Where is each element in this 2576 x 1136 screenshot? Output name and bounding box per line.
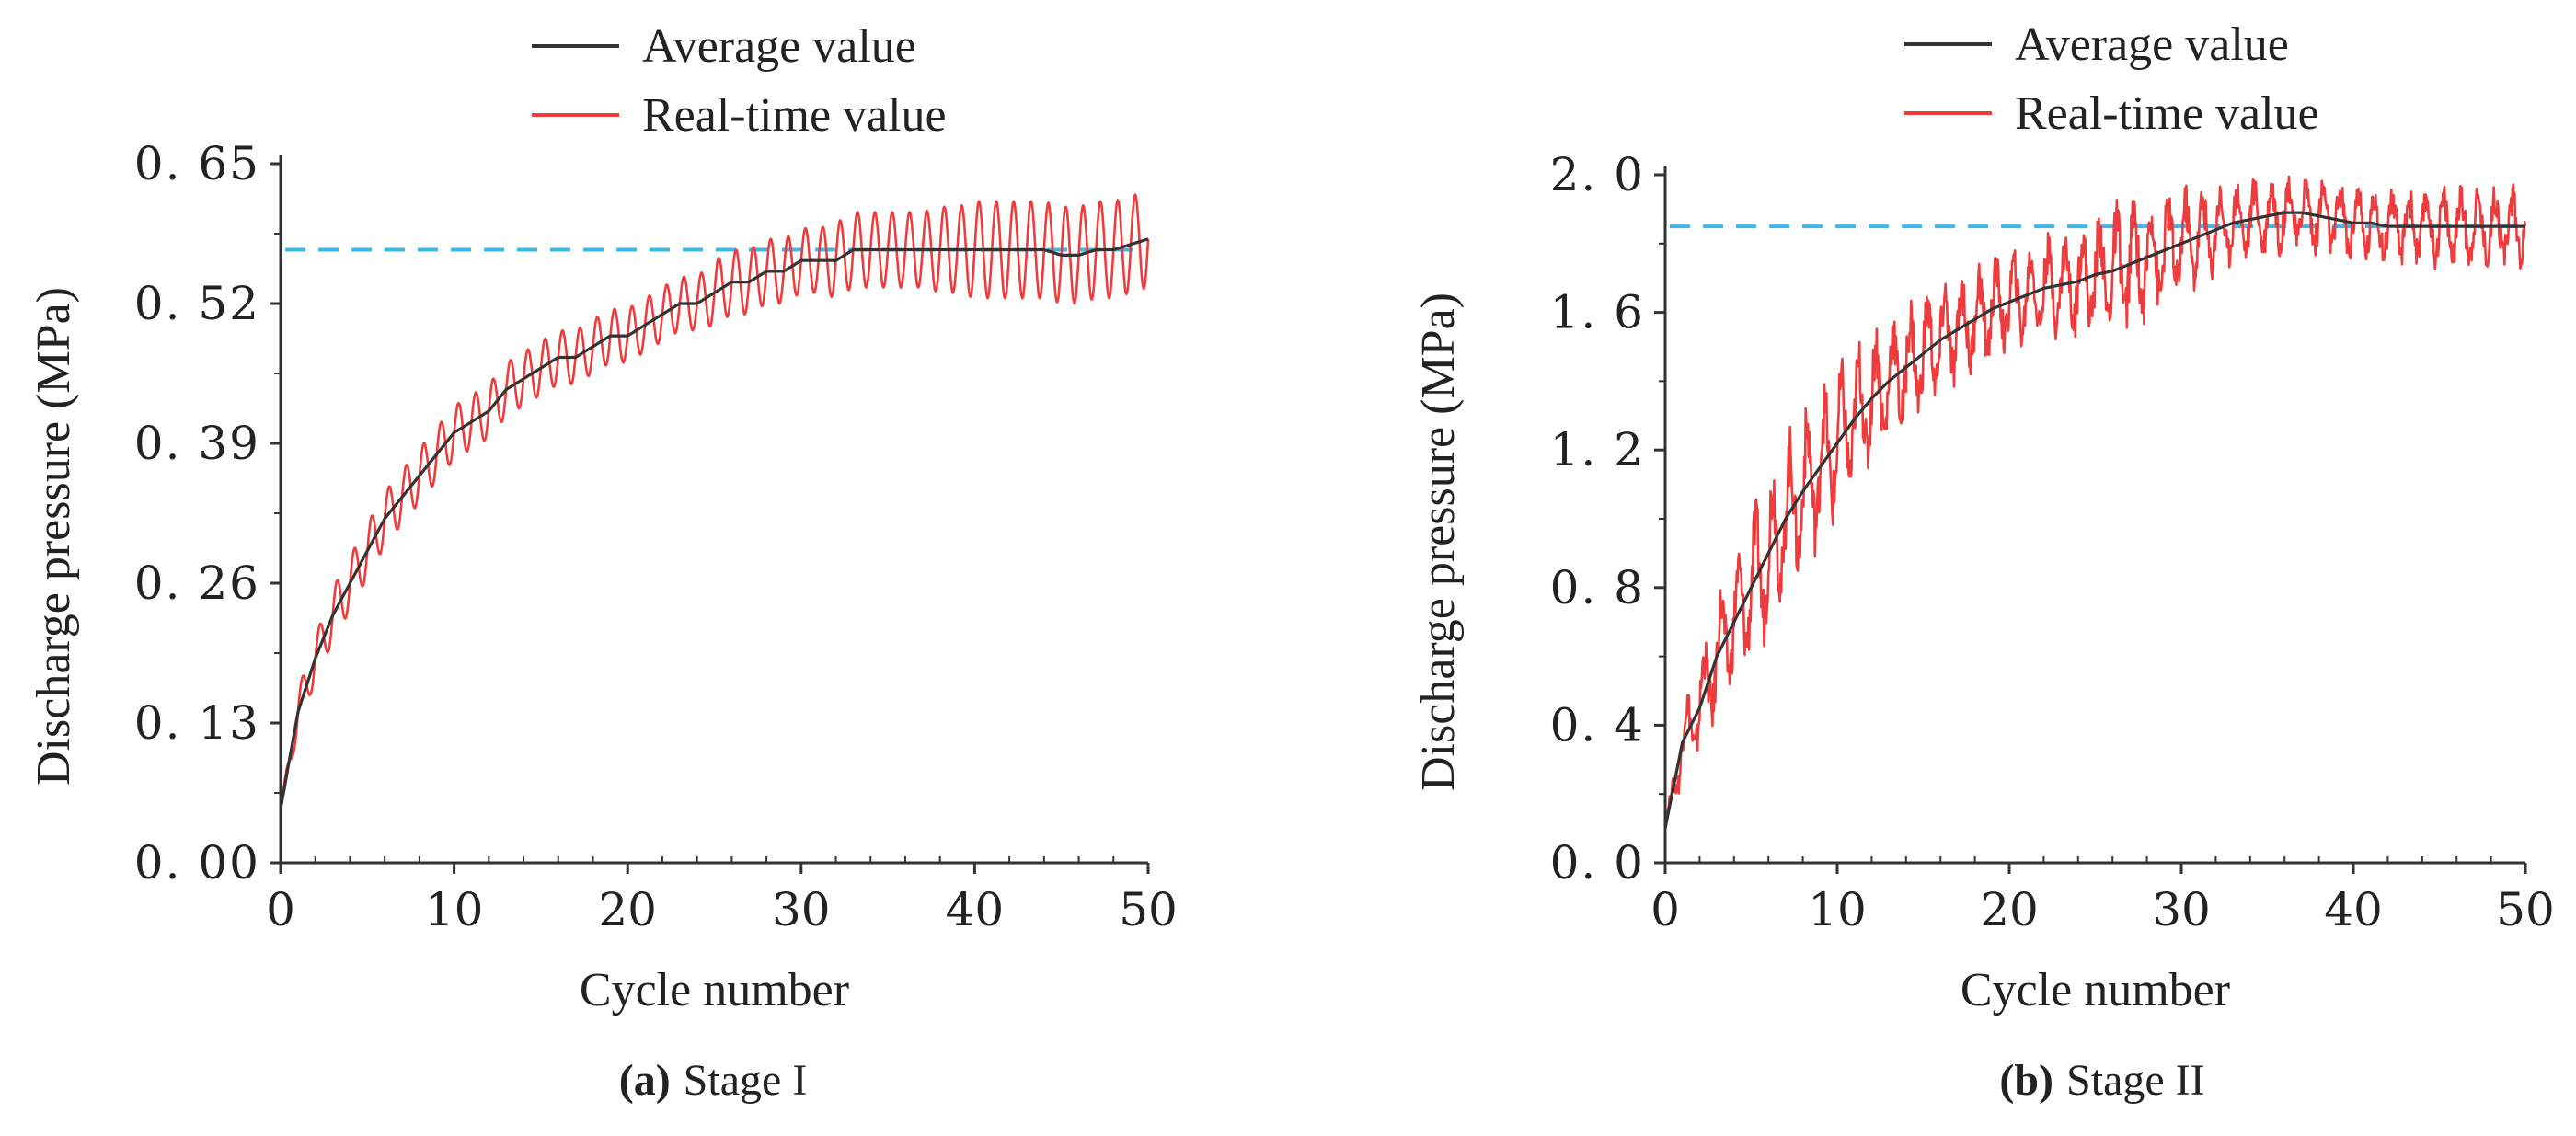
y-axis-label: Discharge pressure (MPa) <box>28 287 80 786</box>
legend-label: Real-time value <box>2015 87 2319 140</box>
y-tick-label: 0. 00 <box>134 836 260 889</box>
x-axis-label: Cycle number <box>580 964 849 1016</box>
y-tick-label: 0. 8 <box>1550 561 1645 614</box>
caption-label: (a) <box>619 1056 671 1105</box>
x-axis-label: Cycle number <box>1961 964 2230 1016</box>
y-tick-label: 0. 65 <box>134 137 260 190</box>
x-tick-label: 40 <box>946 883 1005 936</box>
legend-label: Average value <box>2015 18 2289 71</box>
panel-caption: (b) Stage II <box>1999 1056 2204 1105</box>
series-real-time-line <box>1663 175 2527 829</box>
panel-caption: (a) Stage I <box>619 1056 808 1105</box>
x-tick-label: 10 <box>1808 883 1867 936</box>
x-tick-label: 40 <box>2324 883 2383 936</box>
y-tick-label: 0. 39 <box>134 417 260 470</box>
y-tick-label: 0. 4 <box>1550 698 1645 752</box>
caption-label: (b) <box>1999 1056 2053 1105</box>
caption-text: Stage II <box>2066 1056 2205 1105</box>
y-tick-label: 1. 6 <box>1550 286 1645 339</box>
caption-text: Stage I <box>684 1056 808 1105</box>
x-tick-label: 10 <box>425 883 484 936</box>
y-tick-label: 0. 13 <box>134 696 260 750</box>
x-tick-label: 20 <box>1980 883 2039 936</box>
x-tick-label: 30 <box>772 883 831 936</box>
x-tick-label: 50 <box>1119 883 1178 936</box>
y-tick-label: 0. 52 <box>134 277 260 330</box>
chart-panel-a: 0. 00 0. 13 0. 26 0. 39 0. 52 0. 65 0 10 20 30 40 5… <box>28 20 1178 1105</box>
chart-panel-b: 0. 0 0. 4 0. 8 1. 2 1. 6 2. 0 0 10 20 30 40 50 Cycle… <box>1412 18 2555 1105</box>
x-tick-label: 50 <box>2496 883 2555 936</box>
y-tick-label: 2. 0 <box>1550 148 1645 201</box>
legend-label: Real-time value <box>642 89 947 142</box>
x-tick-label: 0 <box>266 883 295 936</box>
legend-label: Average value <box>642 20 916 73</box>
x-tick-label: 0 <box>1650 883 1680 936</box>
x-tick-label: 20 <box>598 883 657 936</box>
y-tick-label: 0. 0 <box>1550 836 1645 889</box>
y-tick-label: 0. 26 <box>134 557 260 610</box>
y-tick-label: 1. 2 <box>1550 423 1645 476</box>
y-axis-label: Discharge pressure (MPa) <box>1412 293 1465 791</box>
x-tick-label: 30 <box>2152 883 2211 936</box>
